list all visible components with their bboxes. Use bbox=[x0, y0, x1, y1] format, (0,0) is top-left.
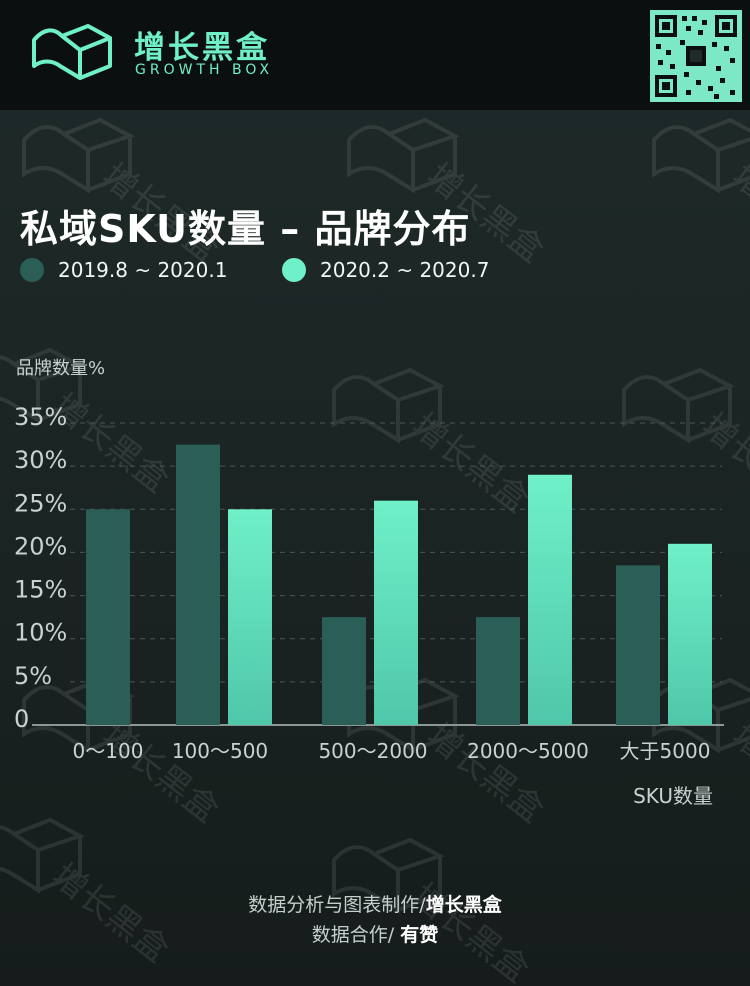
bar-series-2-3 bbox=[374, 500, 418, 725]
bar-series-1-1 bbox=[86, 509, 130, 725]
bar-series-1-3 bbox=[322, 617, 366, 725]
bar-chart: 0 5% 10% 15% 20% 25% 30% 35% 0～100 100～500 500～200… bbox=[14, 403, 724, 808]
legend-swatch-series-1 bbox=[20, 258, 44, 282]
y-tick-label: 35% bbox=[14, 403, 67, 431]
footer-credit-analysis-brand: 增长黑盒 bbox=[425, 894, 502, 916]
y-tick-label: 5% bbox=[14, 662, 52, 690]
y-tick-label: 30% bbox=[14, 446, 67, 474]
bar-series-1-5 bbox=[616, 565, 660, 725]
legend-item-series-2: 2020.2 ~ 2020.7 bbox=[282, 258, 489, 282]
footer-credit-analysis: 数据分析与图表制作/增长黑盒 bbox=[0, 890, 750, 917]
legend-label-series-2: 2020.2 ~ 2020.7 bbox=[320, 258, 490, 282]
bar-series-2-4 bbox=[528, 474, 572, 725]
bar-series-2-2 bbox=[228, 509, 272, 725]
bar-series-2-5 bbox=[668, 543, 712, 725]
header-bar: 增长黑盒 GROWTH BOX bbox=[0, 0, 750, 110]
footer-credit-analysis-prefix: 数据分析与图表制作/ bbox=[248, 894, 426, 916]
y-tick-label: 10% bbox=[14, 619, 67, 647]
legend-label-series-1: 2019.8 ~ 2020.1 bbox=[58, 258, 228, 282]
bar-series-1-4 bbox=[476, 617, 520, 725]
brand-name-en: GROWTH BOX bbox=[135, 62, 274, 78]
y-tick-label: 25% bbox=[14, 489, 67, 517]
svg-text:增长黑盒: 增长黑盒 bbox=[724, 156, 750, 271]
qr-code-icon bbox=[650, 10, 742, 102]
x-tick-label: 500～2000 bbox=[318, 739, 427, 763]
y-tick-label: 0 bbox=[14, 705, 29, 733]
x-tick-label: 100～500 bbox=[172, 739, 268, 763]
y-axis-label: 品牌数量% bbox=[16, 358, 106, 379]
legend-item-series-1: 2019.8 ~ 2020.1 bbox=[20, 258, 227, 282]
x-tick-label: 2000～5000 bbox=[467, 739, 589, 763]
footer-credit-partner-prefix: 数据合作/ bbox=[311, 924, 401, 946]
x-tick-label: 大于5000 bbox=[620, 739, 711, 763]
chart-title: 私域SKU数量 – 品牌分布 bbox=[20, 207, 471, 251]
x-tick-label: 0～100 bbox=[73, 739, 144, 763]
watermark-mark: 增长黑盒 bbox=[652, 117, 750, 271]
y-tick-label: 20% bbox=[14, 532, 67, 560]
bar-series-1-2 bbox=[176, 444, 220, 725]
growth-box-logo-icon bbox=[32, 24, 112, 80]
footer-credit-partner: 数据合作/ 有赞 bbox=[0, 920, 750, 947]
x-axis-label: SKU数量 bbox=[633, 784, 713, 808]
footer-credit-partner-brand: 有赞 bbox=[400, 924, 439, 946]
legend-swatch-series-2 bbox=[282, 258, 306, 282]
brand-name-cn: 增长黑盒 bbox=[134, 30, 270, 66]
y-tick-label: 15% bbox=[14, 576, 67, 604]
